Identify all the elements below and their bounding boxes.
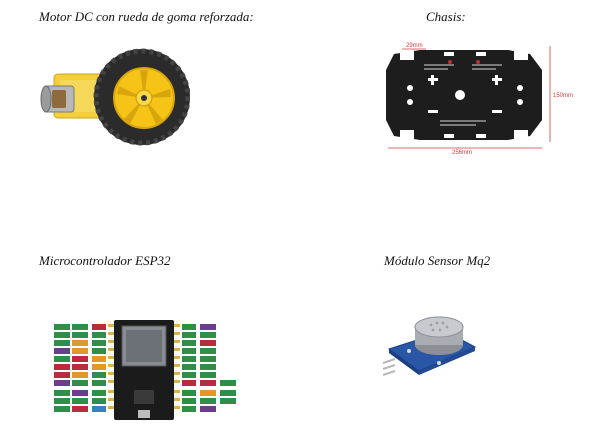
- chassis-caption: Chasis:: [426, 9, 466, 24]
- esp32-image: [48, 320, 248, 422]
- esp32-caption: Microcontrolador ESP32: [39, 253, 171, 268]
- mq2-caption: Módulo Sensor Mq2: [384, 253, 491, 268]
- motor-wheel-image: [40, 34, 190, 159]
- motor-caption: Motor DC con rueda de goma reforzada:: [39, 9, 254, 24]
- mq2-sensor-image: [375, 305, 505, 385]
- chassis-dim-top: 29mm: [406, 43, 423, 49]
- chassis-image: 29mm 150mm 256mm: [380, 40, 580, 155]
- chassis-dim-width: 256mm: [452, 150, 472, 155]
- chassis-dim-height: 150mm: [553, 93, 573, 99]
